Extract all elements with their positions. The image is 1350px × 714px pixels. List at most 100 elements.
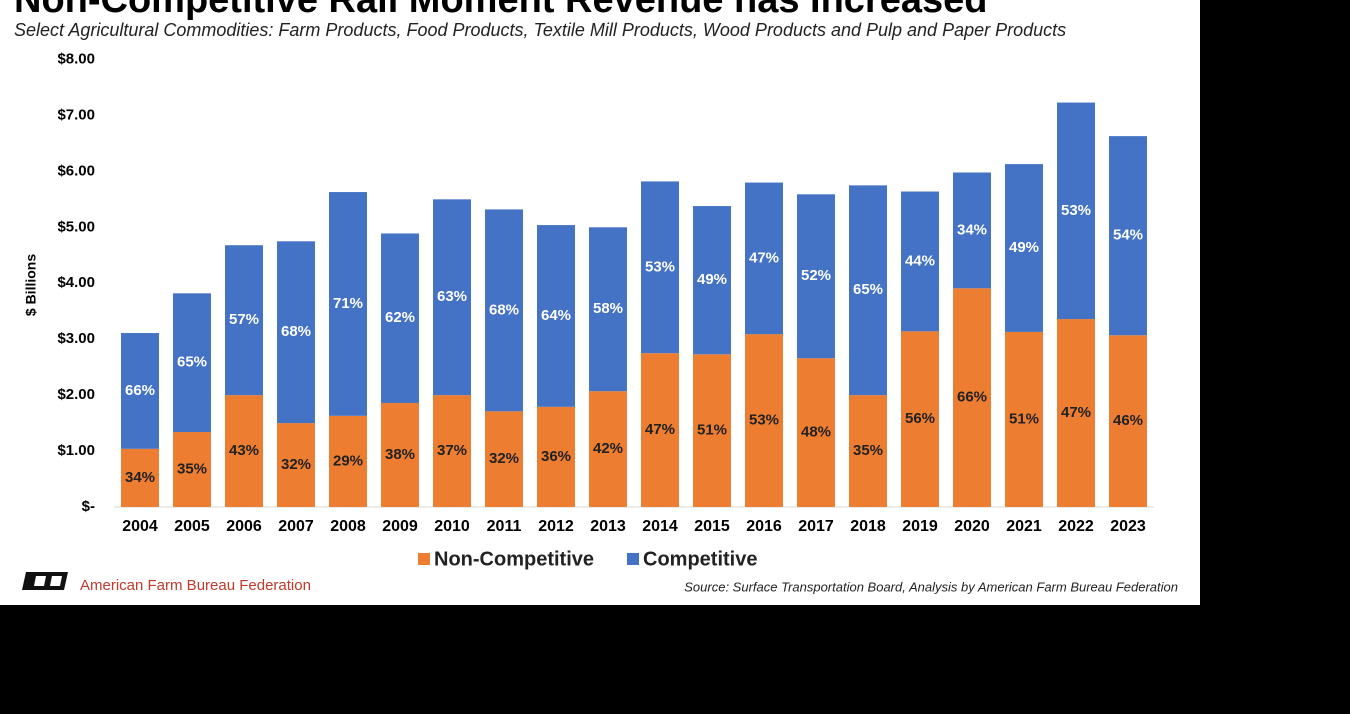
share-label: 32%	[281, 456, 311, 473]
share-label: 51%	[1009, 410, 1039, 427]
x-tick-label: 2005	[174, 518, 210, 535]
x-tick-label: 2017	[798, 518, 834, 535]
bar-segment	[537, 406, 575, 507]
bar-segment	[1057, 102, 1095, 320]
bar-segment	[797, 358, 835, 507]
share-label: 53%	[749, 412, 779, 429]
bar-segment	[485, 411, 523, 507]
y-tick-label: $7.00	[57, 106, 95, 123]
bar-segment	[589, 391, 627, 507]
x-tick-label: 2021	[1006, 518, 1042, 535]
bar-segment	[901, 191, 939, 332]
y-axis-label: $ Billions	[23, 254, 39, 316]
y-tick-label: $2.00	[57, 386, 95, 403]
share-label: 53%	[1061, 202, 1091, 219]
bar-segment	[1005, 164, 1043, 332]
share-label: 34%	[957, 221, 987, 238]
x-tick-label: 2009	[382, 518, 418, 535]
x-tick-label: 2023	[1110, 518, 1146, 535]
x-tick-label: 2007	[278, 518, 314, 535]
y-tick-label: $1.00	[57, 442, 95, 459]
bar-segment	[1057, 319, 1095, 507]
logo	[22, 572, 68, 590]
bar-segment	[745, 334, 783, 507]
share-label: 68%	[281, 323, 311, 340]
chart-subtitle: Select Agricultural Commodities: Farm Pr…	[14, 20, 1066, 40]
share-label: 56%	[905, 410, 935, 427]
x-tick-label: 2004	[122, 518, 158, 535]
share-label: 47%	[1061, 404, 1091, 421]
share-label: 42%	[593, 440, 623, 457]
bar-segment	[277, 241, 315, 424]
share-label: 66%	[957, 389, 987, 406]
share-label: 34%	[125, 469, 155, 486]
x-tick-label: 2012	[538, 518, 574, 535]
bar-segment	[589, 227, 627, 392]
source-note: Source: Surface Transportation Board, An…	[684, 579, 1178, 594]
bar-segment	[641, 353, 679, 507]
share-label: 54%	[1113, 227, 1143, 244]
bar-segment	[277, 423, 315, 507]
share-label: 44%	[905, 252, 935, 269]
share-label: 65%	[177, 354, 207, 371]
share-label: 47%	[749, 249, 779, 266]
bar-segment	[433, 395, 471, 507]
bar-segment	[797, 194, 835, 359]
bar-segment	[901, 331, 939, 507]
legend-swatch	[627, 553, 639, 565]
share-label: 64%	[541, 307, 571, 324]
x-tick-label: 2008	[330, 518, 366, 535]
x-tick-label: 2020	[954, 518, 990, 535]
y-tick-label: $8.00	[57, 50, 95, 67]
share-label: 53%	[645, 258, 675, 275]
organization-name: American Farm Bureau Federation	[80, 577, 311, 594]
x-tick-label: 2016	[746, 518, 782, 535]
bar-segment	[225, 245, 263, 396]
chart-title: Non-Competitive Rail Moment Revenue has …	[14, 0, 987, 21]
share-label: 57%	[229, 311, 259, 328]
x-tick-label: 2013	[590, 518, 626, 535]
legend-label: Competitive	[643, 548, 757, 570]
share-label: 49%	[1009, 239, 1039, 256]
bar-segment	[693, 206, 731, 355]
share-label: 35%	[853, 442, 883, 459]
share-label: 32%	[489, 450, 519, 467]
bar-segment	[381, 402, 419, 507]
share-label: 36%	[541, 448, 571, 465]
x-tick-label: 2010	[434, 518, 470, 535]
share-label: 71%	[333, 295, 363, 312]
x-tick-label: 2015	[694, 518, 730, 535]
x-tick-label: 2018	[850, 518, 886, 535]
bar-segment	[329, 415, 367, 507]
bar-segment	[745, 182, 783, 335]
x-tick-label: 2006	[226, 518, 262, 535]
bar-segment	[121, 333, 159, 449]
bar-segment	[953, 172, 991, 289]
bar-segment	[433, 199, 471, 396]
share-label: 65%	[853, 281, 883, 298]
x-tick-label: 2022	[1058, 518, 1094, 535]
share-label: 37%	[437, 442, 467, 459]
share-label: 51%	[697, 422, 727, 439]
bar-segment	[537, 225, 575, 407]
bar-segment	[693, 354, 731, 507]
share-label: 63%	[437, 288, 467, 305]
bar-segment	[225, 395, 263, 507]
x-tick-label: 2019	[902, 518, 938, 535]
share-label: 49%	[697, 271, 727, 288]
bar-segment	[849, 395, 887, 507]
share-label: 47%	[645, 421, 675, 438]
legend-swatch	[418, 553, 430, 565]
bar-segment	[1005, 331, 1043, 507]
share-label: 46%	[1113, 412, 1143, 429]
bar-segment	[641, 181, 679, 354]
bar-segment	[1109, 136, 1147, 336]
y-tick-label: $5.00	[57, 218, 95, 235]
share-label: 29%	[333, 452, 363, 469]
bar-segment	[485, 209, 523, 412]
bar-segment	[1109, 335, 1147, 507]
share-label: 48%	[801, 424, 831, 441]
x-tick-label: 2014	[642, 518, 678, 535]
